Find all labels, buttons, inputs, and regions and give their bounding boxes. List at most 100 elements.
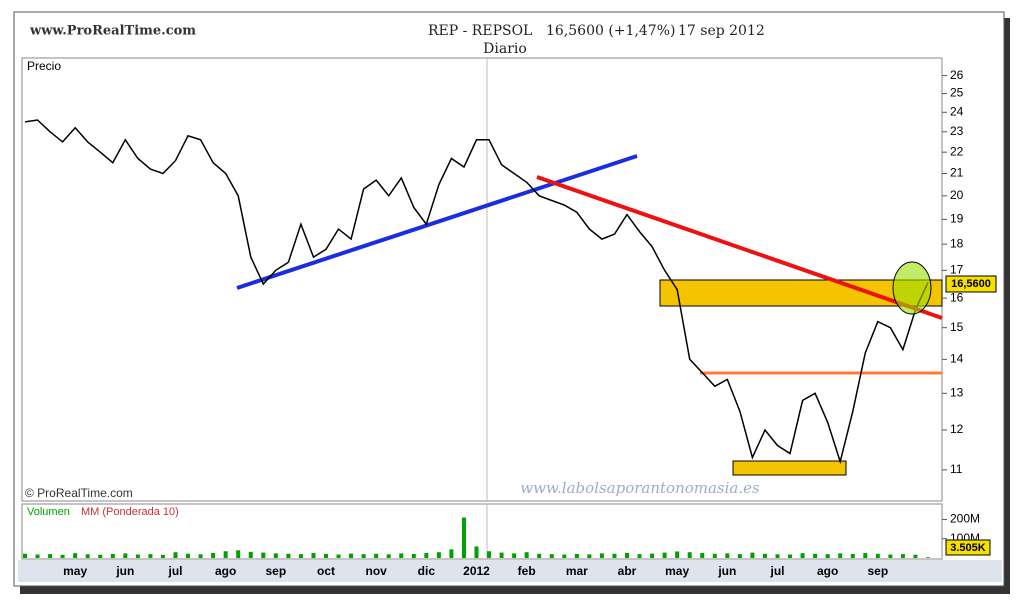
volume-bar [186,553,191,558]
volume-bar [273,553,278,558]
volume-bar [135,554,140,558]
y-tick-label: 14 [950,352,964,366]
volume-bar [261,552,266,558]
price-text: 16,5600 (+1,47%) [546,23,675,39]
site: www.ProRealTime.com [29,24,196,39]
volume-bar [662,552,667,558]
volume-bar [48,554,53,558]
volume-bar [788,554,793,558]
volume-bar [512,553,517,558]
volume-bar [800,553,805,558]
volume-bar [374,553,379,558]
volume-bar [888,554,893,558]
volume-bar [98,554,103,558]
trend-line [236,154,638,290]
y-tick-label: 16 [950,290,964,304]
volume-bar [813,553,818,558]
volume-bar [487,551,492,558]
trend-line [536,175,943,320]
volume-bar [913,554,918,558]
watermark: www.labolsaporantonomasia.es [520,479,760,497]
y-tick-label: 21 [950,166,964,180]
volume-bar [712,553,717,558]
y-tick-label: 25 [950,86,964,100]
volume-bar [612,553,617,558]
volume-bar [474,546,479,558]
x-tick-label: abr [618,564,637,578]
volume-bar [587,554,592,558]
volume-bar [160,554,165,558]
volume-bar [838,553,843,558]
volume-bar [725,553,730,558]
volume-bar [762,553,767,558]
volume-bar [324,553,328,558]
date: 17 sep 2012 [678,23,765,39]
copyright: © ProRealTime.com [25,486,133,500]
volume-bar [336,554,341,558]
x-tick-label: may [63,564,87,578]
volume-bar [625,552,629,558]
volume-bar [211,552,216,558]
x-tick-label: sep [265,564,286,578]
x-tick-label: feb [518,564,536,578]
volume-bar [349,553,354,558]
volume-ma: MM (Ponderada 10) [81,506,179,518]
y-tick-label: 200M [950,512,980,526]
x-tick-label: dic [418,564,436,578]
volume-bar [298,554,303,558]
volume-bar [524,552,529,558]
volume-bar [411,553,416,558]
volume-bar [926,557,930,558]
x-tick-label: jul [168,564,183,578]
y-tick-label: 11 [950,462,963,476]
plot-layer: 11 12 13 14 15 16 17 18 19 20 21 22 23 24 25 26 may jun ju… [23,68,980,578]
volume-bar [737,554,742,558]
volume-box [945,539,991,556]
volume-bar [60,554,65,558]
volume-bar [537,553,542,558]
price-box [945,275,997,293]
volume-bar [461,517,466,558]
volume-bar [248,551,253,558]
volume-bar [825,554,830,558]
y-tick-label: 13 [950,385,964,399]
x-tick-label: oct [317,564,335,578]
y-tick-label: 19 [950,212,964,226]
volume-bar [637,554,642,558]
volume-bar [687,552,692,558]
volume-bar [650,553,655,558]
volume-bar [311,552,316,558]
volume-bar [900,554,905,558]
volume-bar [148,554,153,558]
x-axis-band [18,560,1002,582]
x-tick-label: mar [566,564,588,578]
y-tick-label: 22 [950,144,964,158]
volume-bar [223,551,228,558]
x-tick-label: sep [867,564,888,578]
volume-bar [850,553,855,558]
x-tick-label: nov [365,564,387,578]
volume-bar [775,554,780,558]
volume-bar [750,552,755,558]
volume-bar [562,554,567,558]
x-tick-label: may [665,564,689,578]
volume-bar [73,553,78,558]
volume-bar [549,554,554,558]
volume-bar [449,549,454,558]
volume-bar [875,553,880,558]
support-box [732,460,847,476]
y-tick-label: 15 [950,320,964,334]
volume-bar [863,552,868,558]
volume-bar [424,552,429,558]
y-tick-label: 24 [950,104,964,118]
title: REP - REPSOL [428,23,532,39]
volume-bar [23,553,27,558]
volume-panel [21,503,943,560]
subtitle: Diario [483,41,527,57]
volume-bar [236,550,241,558]
volume-bar [361,554,366,558]
volume-bar [675,551,680,558]
volume-bar [574,553,579,558]
volume-bar [110,553,115,558]
